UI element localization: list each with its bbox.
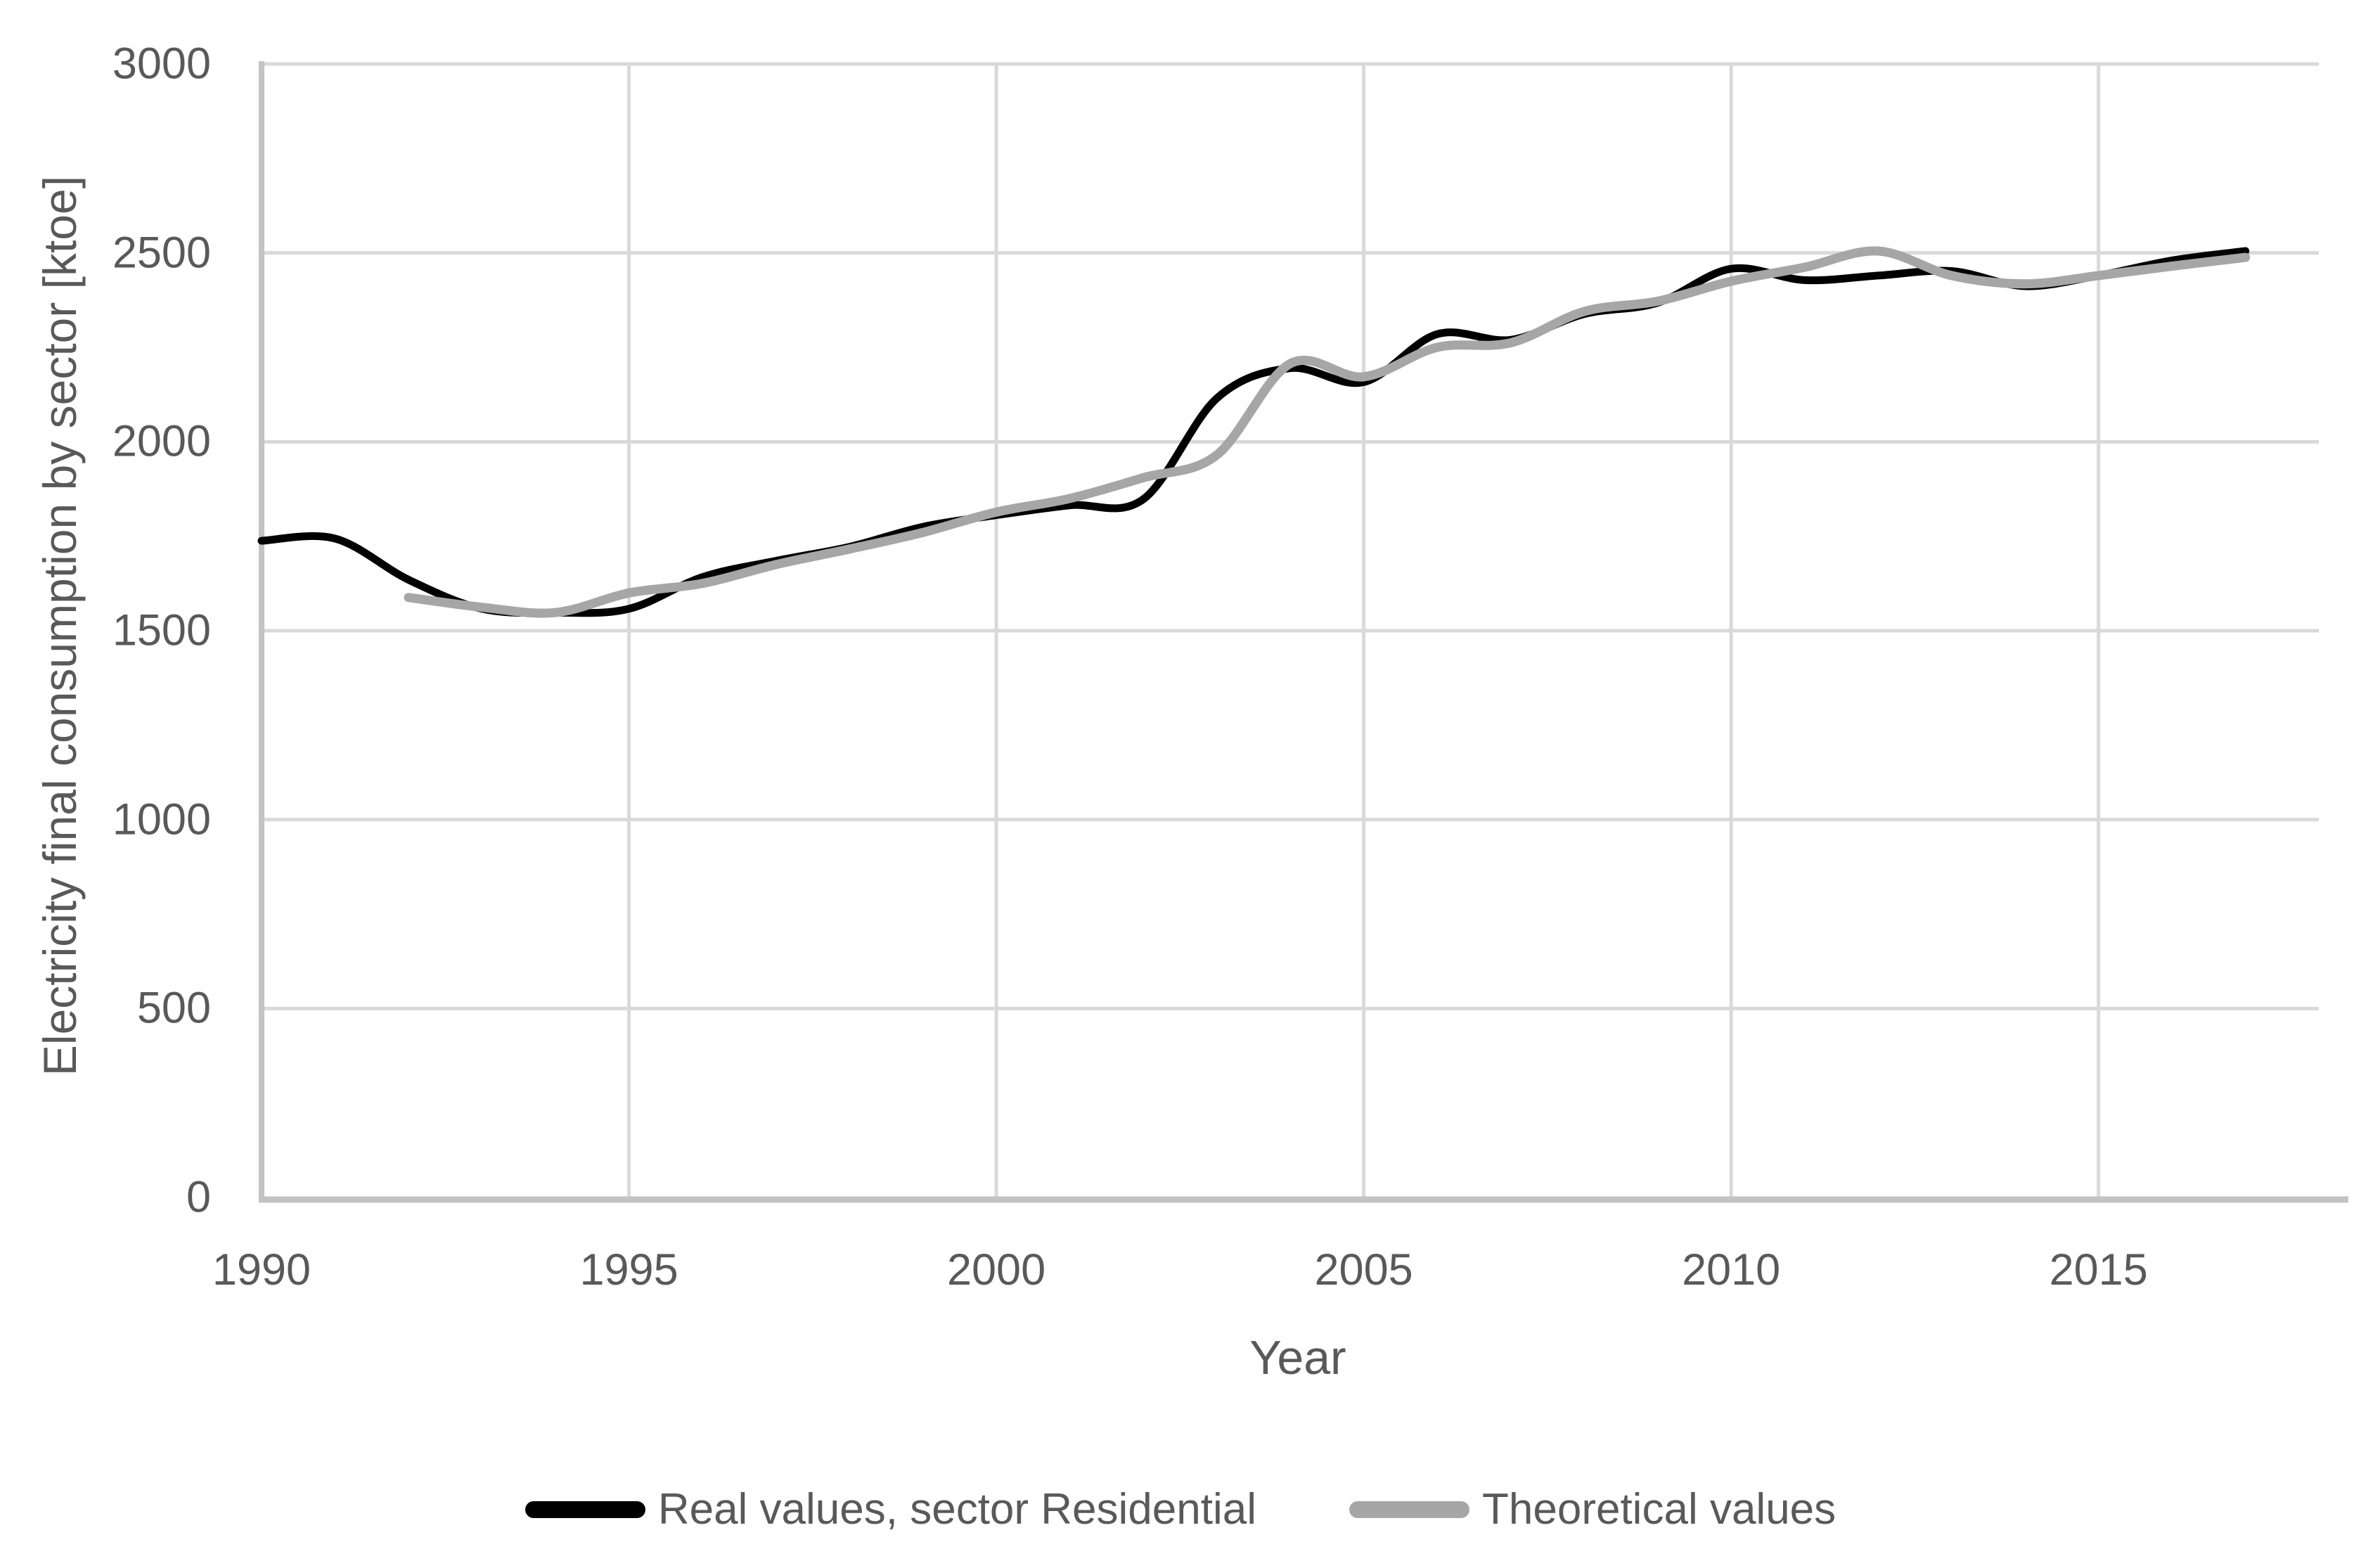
legend-label-theoretical: Theoretical values	[1482, 1485, 1836, 1534]
x-tick-label: 2000	[946, 1245, 1046, 1294]
x-tick-label: 1990	[212, 1245, 311, 1294]
y-tick-label: 500	[136, 983, 211, 1033]
series-line-theoretical	[404, 246, 2251, 618]
legend-swatch-real-icon	[525, 1501, 645, 1518]
x-axis-title: Year	[1249, 1331, 1346, 1384]
x-tick-label: 1995	[579, 1245, 678, 1294]
y-tick-label: 1000	[112, 795, 211, 844]
y-tick-label: 2000	[112, 416, 211, 466]
x-tick-label: 2015	[2049, 1245, 2148, 1294]
legend-label-real: Real values, sector Residential	[657, 1485, 1257, 1534]
y-tick-label: 0	[186, 1172, 211, 1222]
x-tick-label: 2010	[1682, 1245, 1781, 1294]
legend-item-theoretical: Theoretical values	[1349, 1488, 1836, 1531]
series-line-real	[257, 247, 2250, 617]
legend-item-real: Real values, sector Residential	[525, 1488, 1256, 1531]
legend-swatch-theoretical-icon	[1349, 1501, 1470, 1518]
y-tick-label: 2500	[112, 228, 211, 278]
y-tick-label: 3000	[112, 39, 211, 89]
legend: Real values, sector Residential Theoreti…	[0, 1488, 2361, 1531]
y-axis-title: Electricity final consumption by sector …	[34, 175, 86, 1077]
x-tick-label: 2005	[1314, 1245, 1413, 1294]
y-tick-label: 1500	[112, 605, 211, 655]
